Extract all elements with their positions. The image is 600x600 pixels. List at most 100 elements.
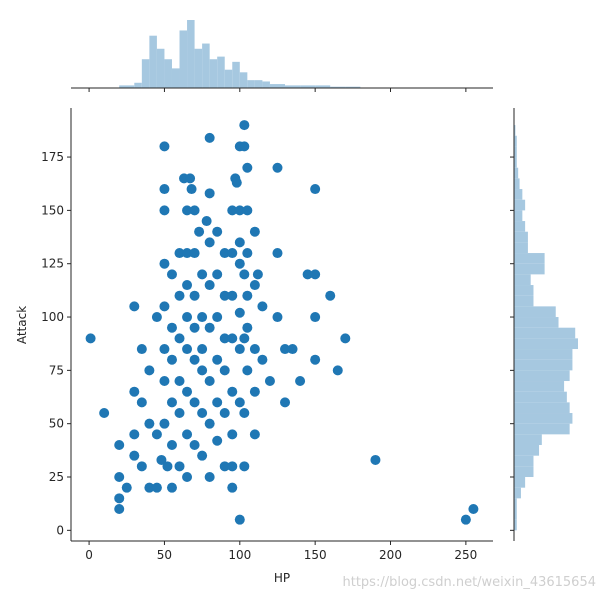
y-histogram-bar xyxy=(514,402,570,414)
top-marginal-histogram xyxy=(71,20,493,92)
x-histogram-bar xyxy=(141,59,150,88)
scatter-point xyxy=(231,177,242,188)
y-tick-label: 75 xyxy=(49,363,64,377)
x-tick-label: 150 xyxy=(304,548,327,562)
scatter-point xyxy=(249,386,260,397)
scatter-point xyxy=(227,248,238,259)
scatter-point xyxy=(219,408,230,419)
y-histogram-bar xyxy=(514,135,517,147)
x-histogram-bar xyxy=(187,20,195,88)
y-histogram-bar xyxy=(514,327,576,339)
x-histogram-bar xyxy=(156,48,165,88)
x-histogram-bar xyxy=(171,68,180,88)
y-histogram-bar xyxy=(514,221,526,232)
scatter-point xyxy=(204,376,215,387)
scatter-point xyxy=(212,269,223,280)
scatter-point xyxy=(159,258,170,269)
x-histogram-bar xyxy=(269,84,286,88)
scatter-point xyxy=(144,482,155,493)
scatter-point xyxy=(114,504,125,515)
scatter-point xyxy=(182,344,193,355)
y-axis-label: Attack xyxy=(15,306,29,344)
scatter-point xyxy=(204,237,215,248)
x-histogram-bar xyxy=(134,82,142,88)
y-histogram-bar xyxy=(514,146,517,158)
scatter-point xyxy=(189,397,200,408)
scatter-point xyxy=(159,418,170,429)
x-histogram-bar xyxy=(345,86,361,88)
scatter-point xyxy=(185,173,196,184)
scatter-point xyxy=(162,461,173,472)
scatter-point xyxy=(219,365,230,376)
y-histogram-bar xyxy=(514,263,545,275)
y-histogram-bar xyxy=(514,477,526,488)
scatter-point xyxy=(204,322,215,333)
scatter-point xyxy=(129,450,140,461)
scatter-point xyxy=(239,141,250,152)
y-histogram-bar xyxy=(514,338,578,350)
scatter-point xyxy=(242,290,253,301)
scatter-point xyxy=(182,472,193,483)
scatter-point xyxy=(370,454,381,465)
y-tick-label: 50 xyxy=(49,417,64,431)
scatter-point xyxy=(114,440,125,451)
y-histogram-bar xyxy=(514,349,573,360)
y-histogram-bar xyxy=(514,455,534,467)
x-histogram-bar xyxy=(149,35,157,88)
scatter-point xyxy=(189,248,200,259)
scatter-point xyxy=(302,269,313,280)
y-histogram-bar xyxy=(514,167,519,179)
y-histogram-bar xyxy=(514,285,534,296)
scatter-point xyxy=(272,312,283,323)
scatter-point xyxy=(310,354,321,365)
scatter-point xyxy=(201,216,212,227)
y-histogram-bar xyxy=(514,391,567,403)
scatter-point xyxy=(332,365,343,376)
scatter-point xyxy=(234,344,245,355)
scatter-point xyxy=(166,354,177,365)
y-tick-label: 25 xyxy=(49,470,64,484)
y-histogram-bar xyxy=(514,423,570,435)
scatter-point xyxy=(166,269,177,280)
scatter-point xyxy=(121,482,132,493)
y-histogram-bar xyxy=(514,210,523,222)
y-histogram-bar xyxy=(514,189,523,200)
scatter-point xyxy=(325,290,336,301)
scatter-point xyxy=(219,290,230,301)
y-histogram-bar xyxy=(514,509,517,520)
scatter-point xyxy=(189,440,200,451)
y-histogram-bar xyxy=(514,125,516,136)
x-histogram-bar xyxy=(232,61,240,88)
scatter-point xyxy=(159,301,170,312)
right-marginal-histogram xyxy=(510,108,578,541)
y-tick-label: 175 xyxy=(41,150,64,164)
scatter-point xyxy=(249,226,260,237)
scatter-point xyxy=(182,280,193,291)
scatter-point xyxy=(227,205,238,216)
scatter-point xyxy=(234,307,245,318)
y-histogram-bar xyxy=(514,519,517,531)
watermark-text: https://blog.csdn.net/weixin_43615654 xyxy=(342,575,596,590)
x-histogram-bar xyxy=(194,48,203,88)
scatter-point xyxy=(212,226,223,237)
scatter-point xyxy=(204,472,215,483)
y-histogram-bar xyxy=(514,242,528,254)
scatter-point xyxy=(151,482,162,493)
y-histogram-bar xyxy=(514,359,573,371)
y-histogram-bar xyxy=(514,370,570,382)
scatter-point xyxy=(242,365,253,376)
y-histogram-bar xyxy=(514,317,559,328)
scatter-point xyxy=(189,354,200,365)
scatter-point xyxy=(166,322,177,333)
scatter-point xyxy=(257,354,268,365)
scatter-point xyxy=(242,248,253,259)
x-histogram-bar xyxy=(202,43,210,88)
scatter-point xyxy=(219,333,230,344)
x-histogram-bar xyxy=(330,86,346,88)
x-tick-label: 250 xyxy=(454,548,477,562)
scatter-point xyxy=(234,237,245,248)
scatter-point xyxy=(197,269,208,280)
y-histogram-bar xyxy=(514,306,556,318)
scatter-point xyxy=(174,408,185,419)
